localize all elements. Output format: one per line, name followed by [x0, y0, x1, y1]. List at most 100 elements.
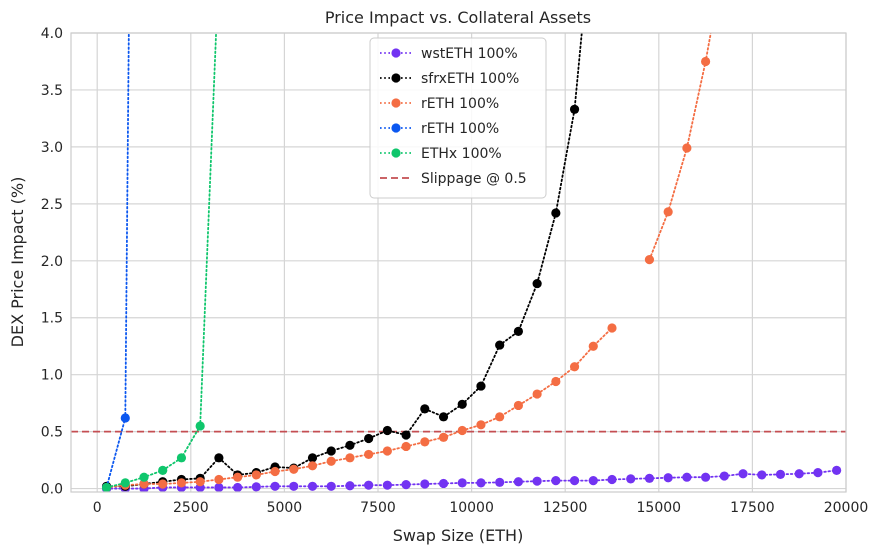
x-tick-label: 17500	[730, 500, 775, 516]
legend-marker	[391, 48, 401, 58]
data-point	[551, 208, 561, 218]
x-axis-label: Swap Size (ETH)	[393, 526, 524, 545]
data-point	[626, 474, 636, 484]
legend-item: Slippage @ 0.5	[380, 171, 527, 187]
legend-label: rETH 100%	[421, 96, 499, 112]
data-point	[289, 481, 299, 491]
data-point	[401, 479, 411, 490]
x-tick-label: 10000	[449, 500, 494, 516]
data-point	[176, 453, 187, 463]
data-point	[158, 479, 168, 489]
x-tick-label: 0	[93, 500, 102, 516]
legend-marker	[391, 73, 401, 83]
data-point	[457, 478, 467, 488]
data-point	[382, 425, 392, 436]
data-point	[757, 470, 767, 480]
data-point	[364, 449, 374, 460]
x-tick-label: 7500	[360, 500, 396, 516]
data-point	[532, 389, 542, 399]
data-point	[532, 278, 542, 289]
data-point	[457, 399, 467, 409]
series-line	[105, 469, 838, 490]
plot-frame	[70, 32, 847, 493]
data-point	[364, 433, 374, 444]
y-tick-label: 0.5	[41, 425, 63, 441]
legend-marker	[391, 98, 401, 108]
data-point	[832, 465, 842, 475]
data-point	[588, 341, 598, 351]
data-point	[345, 481, 355, 491]
legend-box	[369, 37, 547, 199]
data-point	[307, 461, 318, 471]
series-5	[101, 33, 217, 492]
data-point	[682, 143, 692, 153]
data-point	[195, 421, 205, 431]
data-point	[701, 472, 711, 482]
data-point	[551, 476, 561, 486]
data-point	[476, 420, 486, 430]
data-point	[326, 446, 336, 456]
legend-item: wstETH 100%	[380, 46, 518, 62]
data-point	[176, 478, 187, 488]
x-tick-label: 15000	[637, 500, 682, 516]
y-tick-label: 2.0	[41, 254, 63, 270]
data-point	[139, 479, 149, 489]
data-point	[495, 340, 505, 350]
data-point	[532, 476, 542, 486]
legend-item: rETH 100%	[380, 121, 499, 137]
series-3	[101, 33, 712, 492]
data-point	[307, 453, 318, 463]
x-tick-label: 2500	[173, 500, 209, 516]
legend-label: ETHx 100%	[421, 146, 502, 162]
legend-label: Slippage @ 0.5	[421, 171, 527, 187]
data-point	[644, 255, 655, 265]
y-tick-label: 3.5	[41, 83, 63, 99]
data-point	[701, 56, 711, 67]
data-point	[607, 323, 617, 333]
data-point	[513, 477, 524, 487]
data-point	[251, 482, 261, 492]
data-point	[495, 477, 505, 487]
data-point	[569, 362, 580, 372]
data-point	[139, 472, 149, 482]
legend-item: rETH 100%	[380, 96, 499, 112]
data-point	[382, 480, 392, 490]
data-point	[794, 469, 804, 479]
data-point	[513, 400, 524, 411]
data-point	[307, 481, 318, 491]
x-tick-label: 12500	[543, 500, 588, 516]
data-point	[195, 477, 205, 487]
data-point	[457, 425, 467, 436]
data-point	[588, 476, 598, 486]
y-axis-label: DEX Price Impact (%)	[8, 177, 27, 348]
data-point	[420, 404, 430, 414]
data-point	[214, 482, 224, 492]
legend: wstETH 100% sfrxETH 100% rETH 100% rETH 100…	[369, 37, 547, 199]
data-point	[513, 326, 524, 337]
data-point	[158, 465, 168, 475]
data-point	[401, 441, 411, 452]
data-point	[382, 446, 392, 456]
data-point	[401, 430, 411, 440]
data-point	[233, 472, 243, 482]
data-point	[719, 471, 729, 481]
y-tick-label: 4.0	[41, 26, 63, 42]
data-point	[326, 481, 336, 491]
legend-item: ETHx 100%	[380, 146, 502, 162]
data-point	[214, 453, 224, 463]
data-point	[289, 464, 299, 474]
y-tick-label: 2.5	[41, 197, 63, 213]
data-point	[813, 468, 823, 478]
data-point	[214, 474, 224, 485]
data-point	[233, 482, 243, 492]
data-point	[120, 478, 130, 488]
data-point	[438, 432, 449, 442]
legend-marker	[391, 148, 401, 158]
data-point	[438, 478, 449, 489]
legend-label: wstETH 100%	[421, 46, 518, 62]
data-point	[345, 453, 355, 463]
data-point	[495, 412, 505, 422]
series-line	[105, 327, 613, 489]
data-point	[345, 440, 355, 450]
x-tick-label: 20000	[824, 500, 869, 516]
